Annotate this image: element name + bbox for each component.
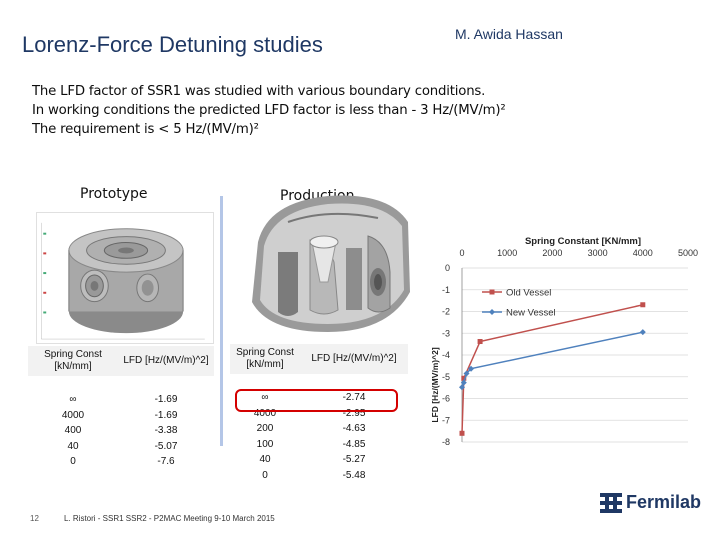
table-row: 0 -7.6 [28,454,214,470]
x-tick-label: 2000 [542,248,562,258]
x-tick-label: 3000 [588,248,608,258]
spring-const-cell: 100 [256,438,274,450]
spring-const-cell: ∞ [261,392,269,404]
table-row: 100 -4.85 [230,437,408,453]
fermilab-logo-icon [600,492,622,513]
table-header: Spring Const [kN/mm] [230,344,300,375]
lfd-cell: -1.69 [154,409,178,421]
spring-const-cell: ∞ [69,394,77,406]
body-line: The requirement is < 5 Hz/(MV/m)² [32,122,259,137]
table-row: 200 -4.63 [230,421,408,437]
spring-const-cell: 4000 [253,407,277,419]
x-tick-label: 5000 [678,248,698,258]
data-point [468,365,475,372]
table-header: LFD [Hz/(MV/m)^2] [300,344,408,375]
y-tick-label: -3 [442,328,450,338]
prototype-table: Spring Const [kN/mm] LFD [Hz/(MV/m)^2] ∞… [28,346,214,470]
highlight-box [235,389,398,412]
prototype-cavity-image [36,212,214,344]
data-point [463,370,470,377]
table-header: Spring Const [kN/mm] [28,346,118,377]
column-divider [220,196,223,446]
lfd-cell: -2.95 [342,407,366,419]
data-point [459,430,465,436]
table-row: 400 -3.38 [28,423,214,439]
data-point [640,302,646,308]
y-tick-label: -5 [442,372,450,382]
table-row: 4000 -1.69 [28,408,214,424]
lfd-cell: -1.69 [154,394,178,406]
y-tick-label: -1 [442,285,450,295]
data-point [460,379,467,386]
legend-label: Old Vessel [506,288,551,299]
slide-title: Lorenz-Force Detuning studies [22,32,323,57]
lfd-cell: -5.07 [154,440,178,452]
lfd-cell: -5.27 [342,454,366,466]
slide-body: The LFD factor of SSR1 was studied with … [32,82,506,139]
table-row: ∞ -2.74 [230,390,408,406]
spring-const-cell: 0 [262,469,268,481]
lfd-chart: Spring Constant [KN/mm] 0 1000 2000 3000 4000… [430,236,698,447]
x-tick-label: 0 [459,248,464,258]
y-tick-label: -6 [442,394,450,404]
data-point [461,375,467,381]
body-line: In working conditions the predicted LFD … [32,103,506,118]
fermilab-logo-text: Fermilab [626,492,702,512]
chart-title: Spring Constant [KN/mm] [525,236,641,247]
y-tick-label: -2 [442,307,450,317]
spring-const-cell: 40 [259,454,271,466]
table-row: 40 -5.27 [230,452,408,468]
data-point [639,329,646,336]
legend-label: New Vessel [506,308,556,319]
x-tick-label: 1000 [497,248,517,258]
table-header: LFD [Hz/(MV/m)^2] [118,346,214,377]
lfd-cell: -5.48 [342,469,366,481]
lfd-cell: -4.63 [342,423,366,435]
page-number: 12 [30,514,39,523]
legend-marker [489,289,495,295]
series-line [461,331,643,388]
y-tick-label: -8 [442,437,450,447]
lfd-cell: -3.38 [154,425,178,437]
data-point [477,339,483,345]
production-table: Spring Const [kN/mm] LFD [Hz/(MV/m)^2] ∞… [230,344,408,483]
y-tick-label: -4 [442,350,450,360]
table-row: 0 -5.48 [230,468,408,484]
table-row: 4000 -2.95 [230,406,408,422]
series-line [461,304,643,434]
production-cavity-image [252,195,410,332]
spring-const-cell: 400 [64,425,82,437]
lfd-cell: -7.6 [157,456,175,468]
spring-const-cell: 200 [256,423,274,435]
y-tick-label: -7 [442,415,450,425]
footer-text: L. Ristori - SSR1 SSR2 - P2MAC Meeting 9… [64,514,275,523]
y-axis-label: LFD [Hz/(MV/m)^2] [430,347,440,422]
fermilab-logo: Fermilab [600,492,701,513]
body-line: The LFD factor of SSR1 was studied with … [32,84,486,99]
lfd-cell: -4.85 [342,438,366,450]
legend-marker [489,309,495,315]
table-row: ∞ -1.69 [28,392,214,408]
y-tick-label: 0 [445,263,450,273]
x-tick-label: 4000 [633,248,653,258]
data-point [459,384,465,391]
lfd-cell: -2.74 [342,392,366,404]
spring-const-cell: 0 [70,456,76,468]
spring-const-cell: 4000 [61,409,85,421]
author-name: M. Awida Hassan [455,26,563,42]
prototype-heading: Prototype [80,186,148,202]
spring-const-cell: 40 [67,440,79,452]
table-row: 40 -5.07 [28,439,214,455]
